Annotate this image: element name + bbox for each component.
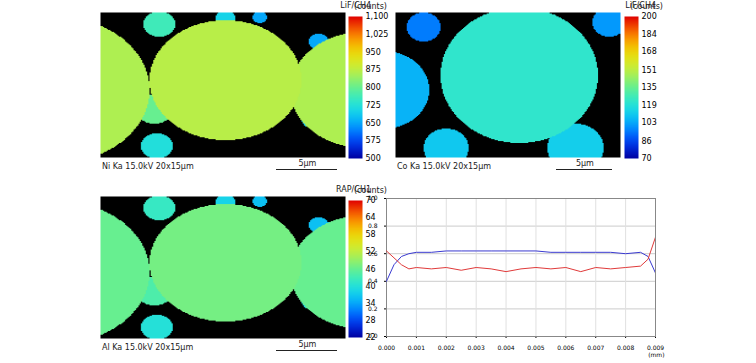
html-text:(counts): (counts) (630, 2, 663, 11)
html-text:LiF/CH4: LiF/CH4 (625, 1, 656, 10)
svg-text:119: 119 (642, 101, 657, 110)
svg-text:0.004: 0.004 (497, 344, 514, 351)
svg-text:1.0: 1.0 (368, 194, 378, 201)
html-text:Ni Ka 15.0kV 20x15µm: Ni Ka 15.0kV 20x15µm (102, 162, 194, 171)
svg-text:575: 575 (366, 136, 381, 145)
svg-text:0.000: 0.000 (378, 344, 395, 351)
svg-text:0.8: 0.8 (368, 222, 378, 229)
svg-text:0.008: 0.008 (617, 344, 634, 351)
svg-text:0.0: 0.0 (368, 332, 378, 339)
html-text:LiF/CH4: LiF/CH4 (340, 1, 371, 10)
svg-text:0.009: 0.009 (646, 343, 665, 351)
svg-text:86: 86 (642, 137, 652, 146)
svg-text:1,025: 1,025 (366, 30, 389, 39)
svg-text:64: 64 (366, 213, 376, 222)
svg-text:168: 168 (642, 47, 657, 56)
svg-text:0.007: 0.007 (587, 344, 604, 351)
html-text:Co Ka 15.0kV 20x15µm: Co Ka 15.0kV 20x15µm (397, 162, 491, 171)
html-text:5µm: 5µm (298, 340, 317, 349)
svg-text:0.003: 0.003 (468, 344, 485, 351)
html-text:(counts): (counts) (354, 2, 387, 11)
svg-text:135: 135 (642, 83, 657, 92)
svg-text:650: 650 (366, 119, 381, 128)
svg-text:500: 500 (366, 154, 381, 163)
svg-text:58: 58 (366, 230, 376, 239)
svg-text:40: 40 (365, 281, 376, 291)
svg-text:1,100: 1,100 (366, 12, 389, 21)
svg-text:46: 46 (366, 265, 376, 274)
svg-text:(mm): (mm) (648, 351, 664, 358)
svg-text:0.002: 0.002 (438, 344, 455, 351)
svg-text:0.4: 0.4 (368, 277, 378, 284)
svg-text:800: 800 (366, 83, 381, 92)
svg-text:725: 725 (366, 101, 381, 110)
svg-text:70: 70 (642, 154, 652, 163)
svg-text:184: 184 (642, 30, 657, 39)
svg-text:28: 28 (366, 316, 376, 325)
svg-text:0.001: 0.001 (408, 344, 425, 351)
svg-text:0.6: 0.6 (368, 250, 378, 257)
html-text:RAP/CH1: RAP/CH1 (336, 185, 371, 194)
svg-text:34: 34 (365, 298, 376, 308)
svg-text:0.005: 0.005 (527, 344, 544, 351)
svg-text:103: 103 (642, 118, 657, 127)
html-text:Al Ka 15.0kV 20x15µm: Al Ka 15.0kV 20x15µm (102, 343, 194, 352)
svg-text:950: 950 (366, 48, 381, 57)
svg-text:151: 151 (642, 66, 657, 75)
svg-text:200: 200 (642, 12, 657, 21)
svg-text:0.006: 0.006 (557, 344, 574, 351)
svg-text:875: 875 (366, 65, 381, 74)
html-text:5µm: 5µm (298, 159, 317, 168)
svg-text:0.2: 0.2 (368, 305, 378, 312)
html-text:5µm: 5µm (575, 159, 594, 168)
html-text:(counts): (counts) (354, 186, 387, 195)
